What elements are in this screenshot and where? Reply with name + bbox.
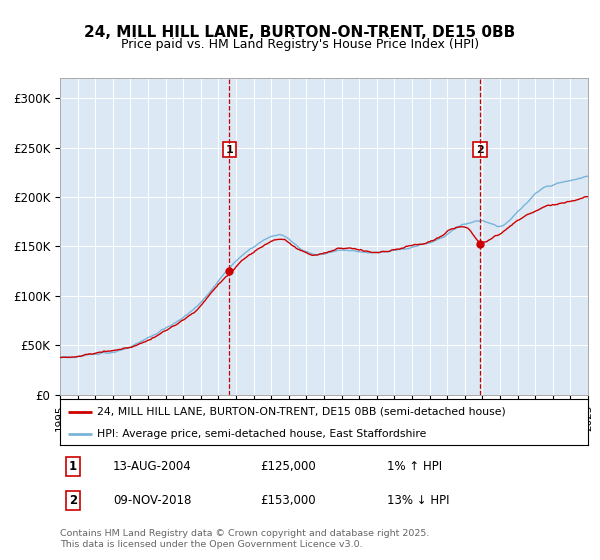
Text: HPI: Average price, semi-detached house, East Staffordshire: HPI: Average price, semi-detached house,… [97, 429, 427, 438]
Text: 24, MILL HILL LANE, BURTON-ON-TRENT, DE15 0BB: 24, MILL HILL LANE, BURTON-ON-TRENT, DE1… [85, 25, 515, 40]
Text: Contains HM Land Registry data © Crown copyright and database right 2025.
This d: Contains HM Land Registry data © Crown c… [60, 529, 430, 549]
Text: 1: 1 [226, 144, 233, 155]
Text: 2: 2 [476, 144, 484, 155]
Text: 2: 2 [69, 494, 77, 507]
Text: Price paid vs. HM Land Registry's House Price Index (HPI): Price paid vs. HM Land Registry's House … [121, 38, 479, 52]
Text: 09-NOV-2018: 09-NOV-2018 [113, 494, 191, 507]
Text: 1: 1 [69, 460, 77, 473]
Text: 24, MILL HILL LANE, BURTON-ON-TRENT, DE15 0BB (semi-detached house): 24, MILL HILL LANE, BURTON-ON-TRENT, DE1… [97, 407, 506, 417]
Text: 1% ↑ HPI: 1% ↑ HPI [388, 460, 442, 473]
Text: 13-AUG-2004: 13-AUG-2004 [113, 460, 191, 473]
Text: 13% ↓ HPI: 13% ↓ HPI [388, 494, 450, 507]
Text: £125,000: £125,000 [260, 460, 316, 473]
Text: £153,000: £153,000 [260, 494, 316, 507]
